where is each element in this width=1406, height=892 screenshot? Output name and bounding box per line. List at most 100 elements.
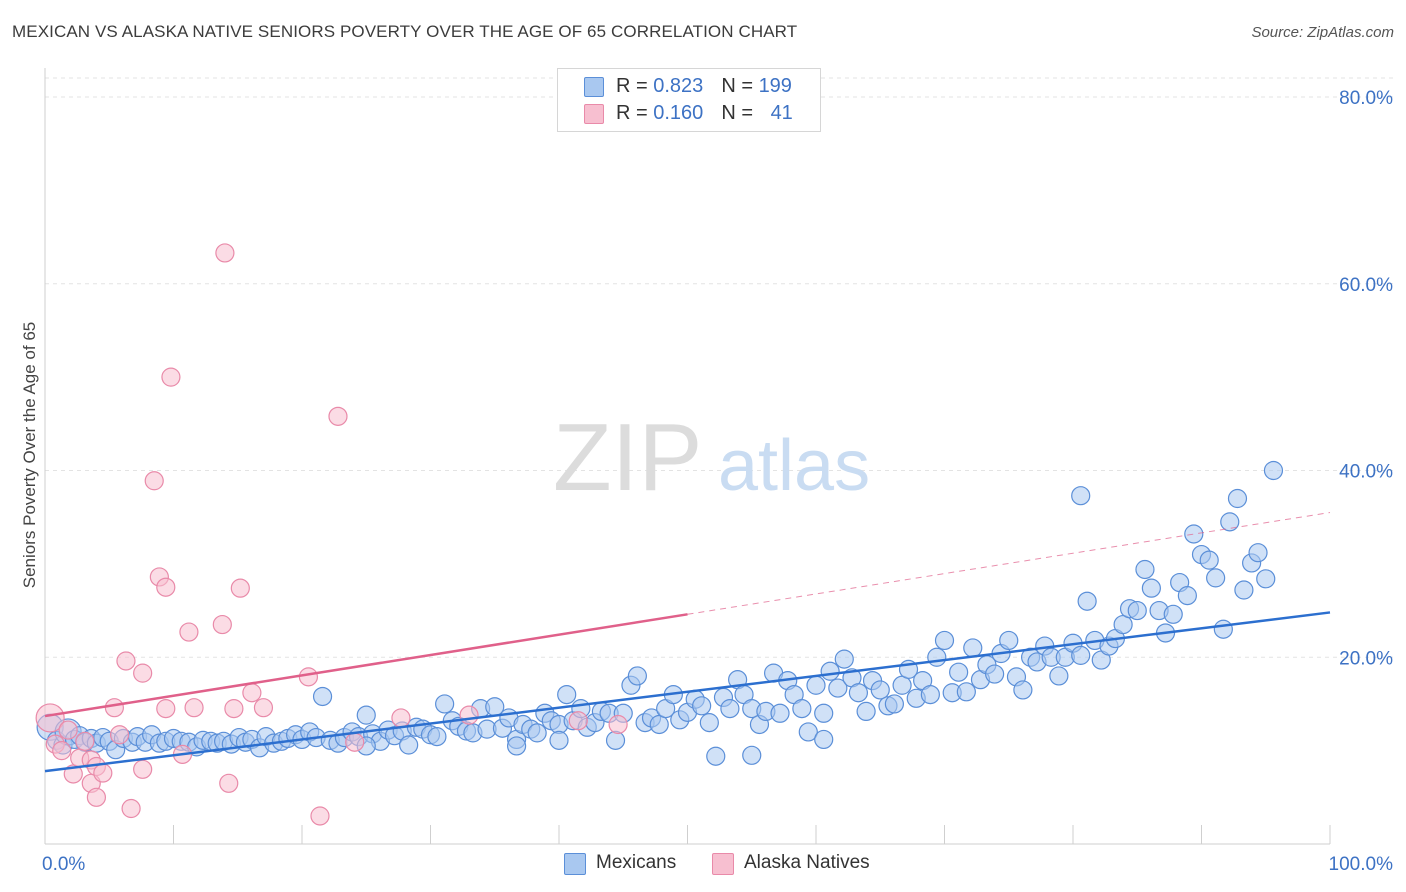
point-alaska-natives [144, 471, 164, 491]
source-label: Source: ZipAtlas.com [1251, 24, 1394, 41]
point-mexicans [399, 735, 419, 755]
point-mexicans [720, 699, 740, 719]
point-mexicans [506, 736, 527, 756]
point-alaska-natives [86, 787, 107, 807]
point-alaska-natives [253, 698, 274, 718]
point-mexicans [820, 661, 840, 681]
legend-row-mexicans: R = 0.823 N = 199 [558, 74, 820, 100]
point-alaska-natives [121, 798, 141, 819]
point-mexicans [1163, 604, 1183, 624]
point-mexicans [770, 703, 790, 723]
point-alaska-natives [298, 667, 319, 687]
point-mexicans [884, 694, 904, 714]
point-alaska-natives [109, 725, 130, 745]
y-tick-label: 80.0% [1339, 88, 1393, 109]
watermark-zip: ZIP [553, 404, 702, 511]
point-mexicans [834, 649, 854, 669]
point-mexicans [1049, 666, 1069, 686]
point-mexicans [1184, 524, 1204, 544]
point-mexicans [706, 746, 726, 766]
x-tick-label: 0.0% [42, 854, 85, 875]
point-mexicans [1227, 488, 1248, 509]
point-mexicans [427, 727, 447, 747]
point-mexicans [806, 675, 826, 695]
point-mexicans [856, 701, 876, 722]
point-mexicans [1213, 619, 1233, 639]
point-mexicans [557, 684, 577, 705]
point-alaska-natives [133, 759, 153, 779]
legend-r-label: R = [616, 75, 654, 97]
grid-lines [45, 77, 1393, 658]
point-mexicans [627, 666, 647, 686]
point-mexicans [1071, 645, 1091, 665]
point-alaska-natives [179, 622, 199, 642]
point-alaska-natives [242, 683, 262, 703]
point-mexicans [312, 686, 333, 707]
point-alaska-natives [133, 663, 153, 683]
point-mexicans [999, 630, 1019, 651]
point-alaska-natives [156, 699, 176, 719]
watermark-atlas: atlas [718, 426, 870, 506]
point-mexicans [1077, 591, 1097, 611]
bottom-legend-label-alaska-natives: Alaska Natives [744, 852, 870, 873]
point-mexicans [1013, 680, 1033, 700]
point-mexicans [949, 662, 969, 682]
point-mexicans [1135, 559, 1155, 580]
point-mexicans [934, 630, 955, 651]
point-mexicans [692, 696, 712, 716]
legend-r-value: 0.160 [653, 102, 704, 124]
point-alaska-natives [35, 703, 65, 733]
point-mexicans [814, 703, 834, 723]
point-mexicans [1248, 543, 1268, 563]
point-alaska-natives [215, 243, 235, 263]
x-tick-label: 100.0% [1329, 854, 1394, 875]
point-mexicans [798, 722, 818, 742]
point-mexicans [792, 699, 812, 719]
point-alaska-natives [116, 651, 136, 671]
point-mexicans [1256, 569, 1276, 589]
point-mexicans [549, 730, 569, 750]
point-alaska-natives [58, 720, 78, 740]
trend-line-alaska-natives-extension [687, 512, 1331, 615]
legend-r-value: 0.823 [653, 75, 704, 97]
point-mexicans [963, 638, 983, 658]
legend-row-alaska-natives: R = 0.160 N = 41 [558, 101, 820, 127]
legend-swatch-alaska-natives [584, 104, 604, 124]
point-alaska-natives [568, 711, 588, 731]
point-mexicans [742, 745, 762, 765]
point-mexicans [828, 678, 848, 698]
point-mexicans [1234, 580, 1254, 600]
y-tick-label: 60.0% [1339, 275, 1393, 296]
point-mexicans [605, 730, 626, 750]
point-alaska-natives [224, 699, 244, 719]
point-mexicans [1263, 460, 1284, 481]
point-alaska-natives [391, 708, 411, 728]
stats-legend: R = 0.823 N = 199 R = 0.160 N = 41 [557, 68, 821, 132]
tick-labels: 20.0% 40.0% 60.0% 80.0% 0.0% 100.0% [42, 88, 1393, 875]
legend-swatch-mexicans [584, 77, 604, 97]
point-alaska-natives [212, 614, 232, 635]
y-tick-label: 20.0% [1339, 648, 1393, 669]
legend-n-label: N = [721, 75, 759, 97]
point-mexicans [927, 647, 947, 667]
trend-line-mexicans [44, 611, 1331, 773]
point-alaska-natives [184, 698, 204, 718]
point-mexicans [848, 683, 869, 703]
point-mexicans [1127, 600, 1147, 621]
point-alaska-natives [230, 578, 250, 598]
trend-lines [44, 512, 1331, 773]
bottom-legend-swatch-mexicans [564, 853, 586, 875]
point-alaska-natives [219, 773, 239, 793]
point-mexicans [920, 684, 940, 705]
point-mexicans [1071, 486, 1091, 506]
point-alaska-natives [93, 763, 113, 783]
point-mexicans [356, 705, 376, 725]
point-alaska-natives [156, 577, 176, 597]
point-mexicans [985, 664, 1005, 684]
legend-n-value: 41 [770, 102, 793, 124]
points-alaska-natives [35, 243, 628, 826]
point-alaska-natives [310, 806, 330, 826]
legend-n-value: 199 [758, 75, 792, 97]
point-mexicans [435, 694, 455, 714]
